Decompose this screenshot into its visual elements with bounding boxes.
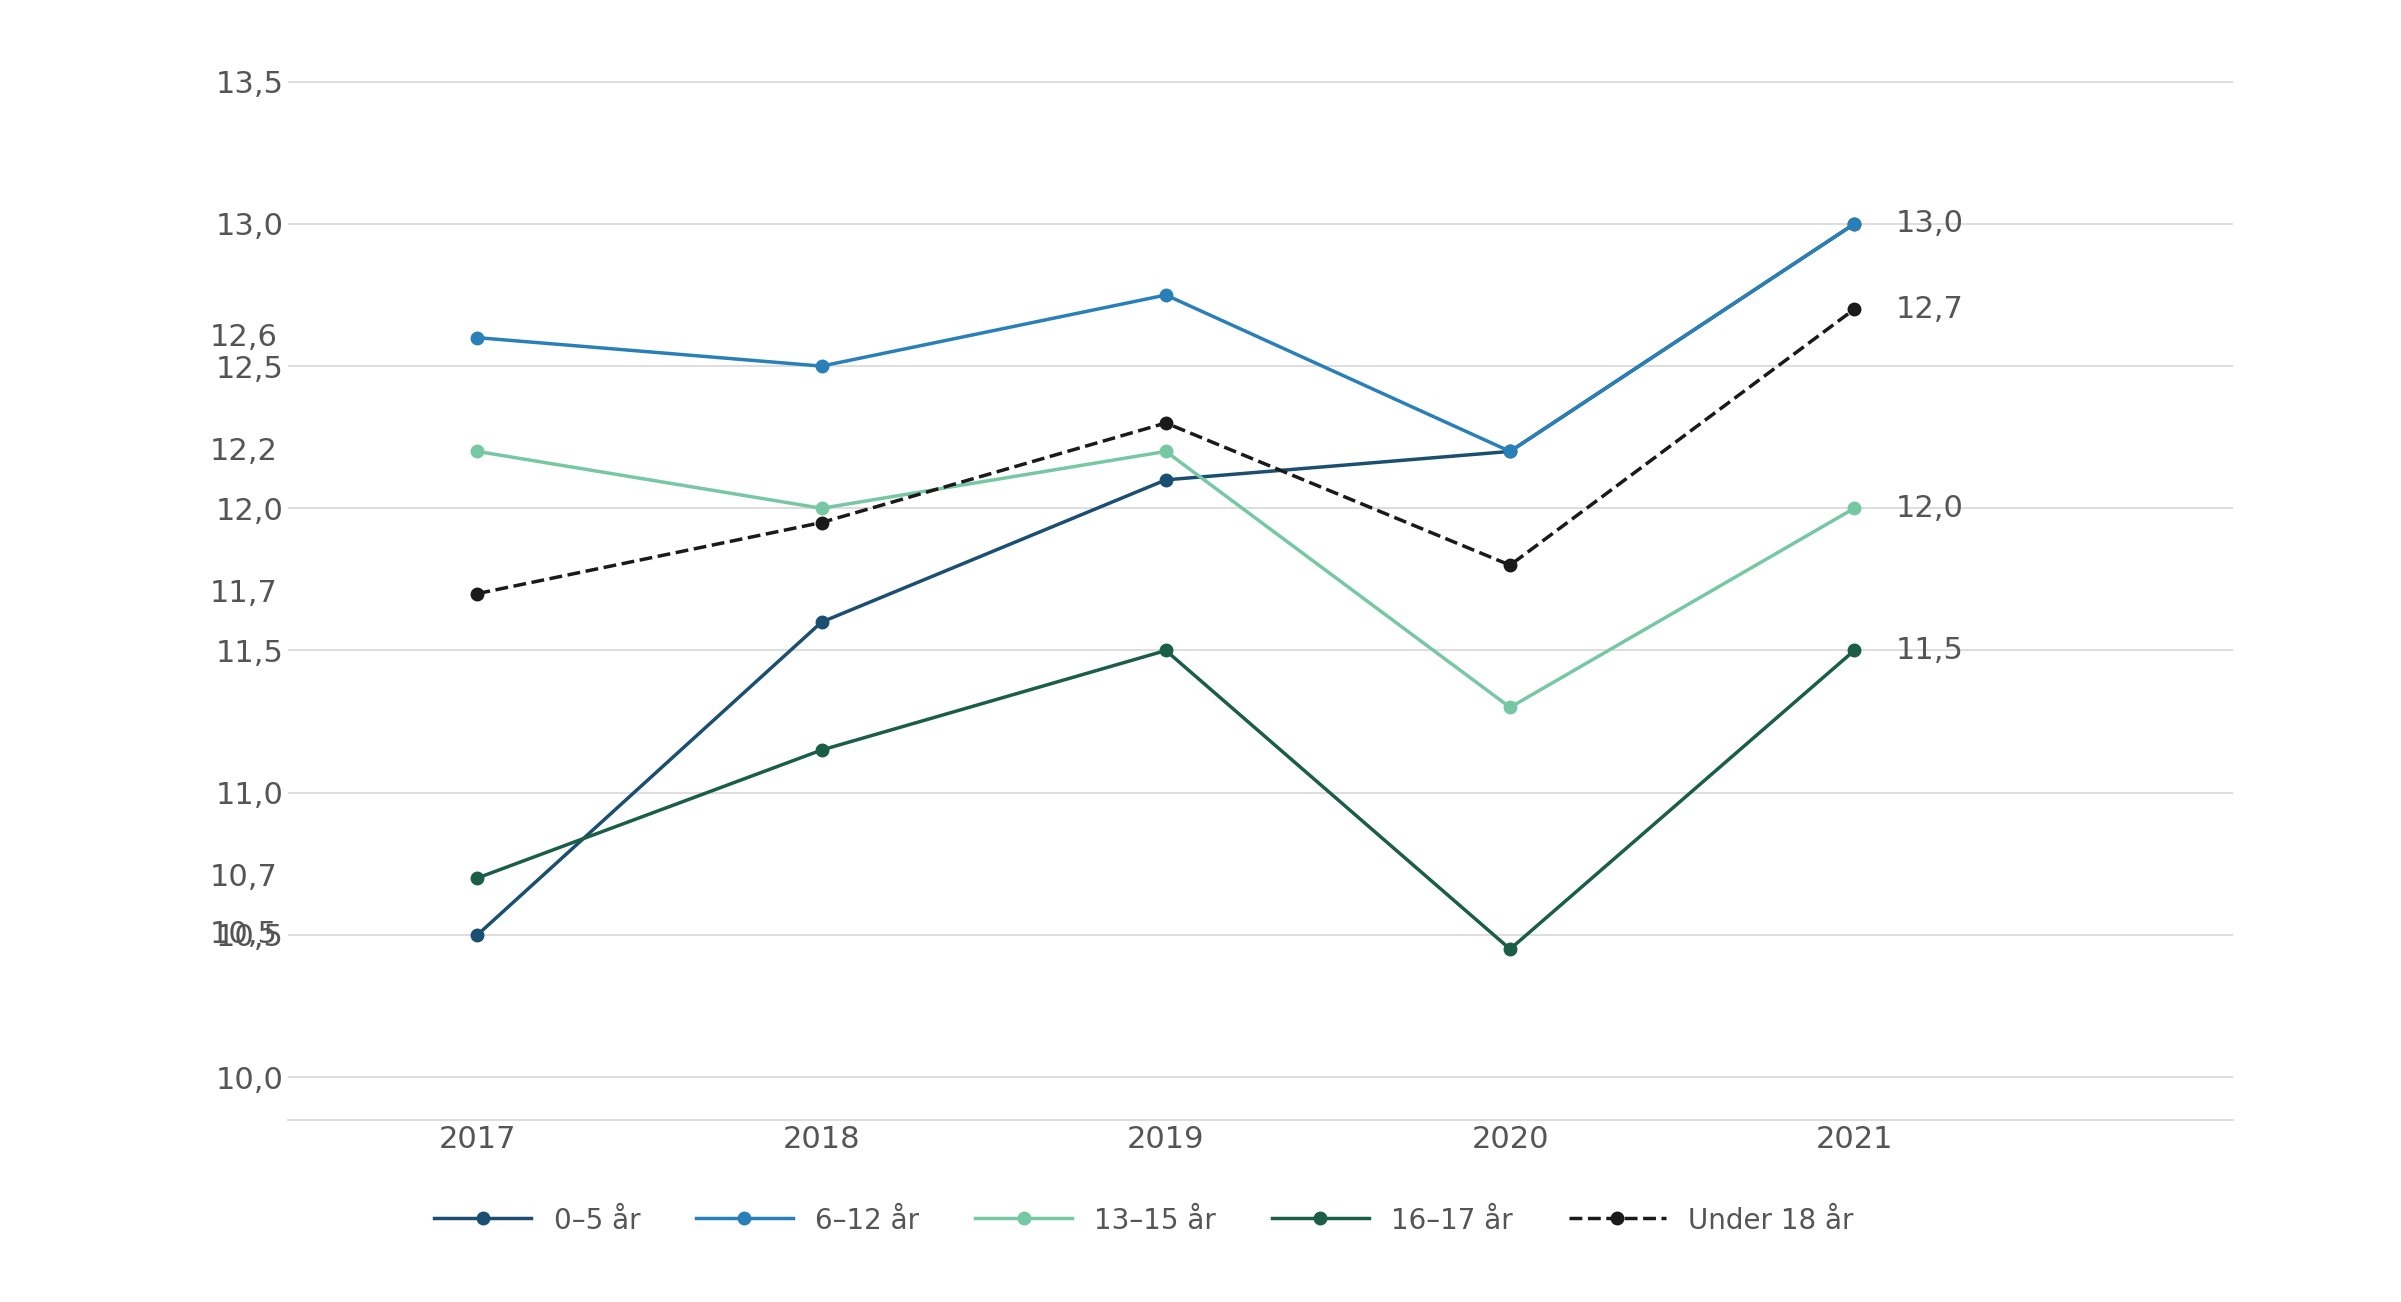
Text: 11,7: 11,7 [209,579,279,608]
Text: 12,0: 12,0 [1897,493,1964,523]
Text: 12,2: 12,2 [209,437,279,466]
Text: 12,6: 12,6 [209,323,279,352]
Text: 13,0: 13,0 [1897,210,1964,238]
Text: 12,7: 12,7 [1897,294,1964,324]
Text: 11,5: 11,5 [1897,635,1964,665]
Text: 10,7: 10,7 [209,863,279,892]
Legend: 0–5 år, 6–12 år, 13–15 år, 16–17 år, Under 18 år: 0–5 år, 6–12 år, 13–15 år, 16–17 år, Und… [423,1197,1866,1246]
Text: 10,5: 10,5 [209,921,279,949]
